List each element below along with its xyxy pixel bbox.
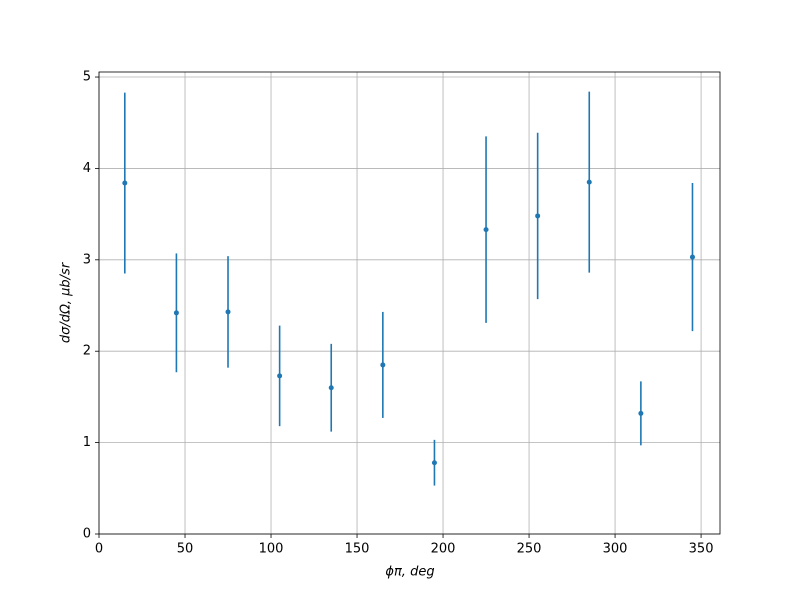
x-tick-label: 250	[517, 542, 542, 557]
x-tick-label: 350	[689, 542, 714, 557]
data-point	[431, 460, 437, 466]
data-point	[225, 309, 231, 315]
data-point	[535, 213, 541, 219]
data-point	[277, 373, 283, 379]
data-point	[689, 254, 695, 260]
x-tick-label: 0	[95, 542, 103, 557]
x-tick-label: 50	[177, 542, 194, 557]
data-point	[173, 310, 179, 316]
data-point	[380, 362, 386, 368]
x-tick-label: 150	[345, 542, 370, 557]
plot-frame	[98, 71, 721, 535]
data-point	[328, 385, 334, 391]
y-tick-label: 2	[83, 344, 91, 359]
x-tick-label: 300	[603, 542, 628, 557]
y-tick-label: 3	[83, 252, 91, 267]
data-point	[586, 179, 592, 185]
x-tick-label: 200	[431, 542, 456, 557]
y-tick-label: 4	[83, 161, 91, 176]
y-axis-label: dσ/dΩ, μb/sr	[59, 261, 74, 343]
y-tick-label: 5	[83, 70, 91, 85]
data-point	[483, 227, 489, 233]
y-tick-label: 1	[83, 435, 91, 450]
y-tick-label: 0	[83, 527, 91, 542]
data-point	[638, 410, 644, 416]
x-axis-label: ϕπ, deg	[385, 565, 434, 580]
x-tick-label: 100	[259, 542, 284, 557]
data-point	[122, 180, 128, 186]
